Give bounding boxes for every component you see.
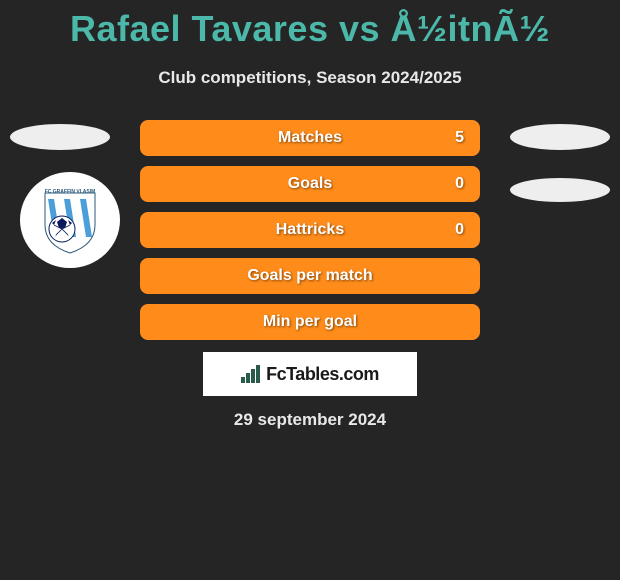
brand-text: FcTables.com	[266, 364, 379, 385]
brand-badge: FcTables.com	[203, 352, 417, 396]
stat-label: Min per goal	[263, 313, 357, 331]
stat-label: Matches	[278, 129, 342, 147]
brand-logo-icon	[241, 365, 260, 383]
stats-container: Matches 5 Goals 0 Hattricks 0 Goals per match M…	[140, 120, 480, 350]
stat-row: Hattricks 0	[140, 212, 480, 248]
shield-icon	[40, 185, 100, 255]
subtitle: Club competitions, Season 2024/2025	[0, 68, 620, 88]
date-text: 29 september 2024	[0, 410, 620, 430]
stat-label: Goals per match	[247, 267, 372, 285]
stat-row: Goals 0	[140, 166, 480, 202]
player-oval-left	[10, 124, 110, 150]
club-badge: FC GRAFFIN VLASIM	[20, 172, 120, 268]
player-oval-right-1	[510, 124, 610, 150]
stat-value: 5	[455, 129, 464, 147]
badge-text: FC GRAFFIN VLASIM	[45, 189, 96, 195]
stat-value: 0	[455, 175, 464, 193]
stat-value: 0	[455, 221, 464, 239]
stat-label: Hattricks	[276, 221, 344, 239]
stat-row: Matches 5	[140, 120, 480, 156]
stat-row: Min per goal	[140, 304, 480, 340]
player-oval-right-2	[510, 178, 610, 202]
stat-label: Goals	[288, 175, 332, 193]
stat-row: Goals per match	[140, 258, 480, 294]
comparison-title: Rafael Tavares vs Å½itnÃ½	[0, 0, 620, 50]
